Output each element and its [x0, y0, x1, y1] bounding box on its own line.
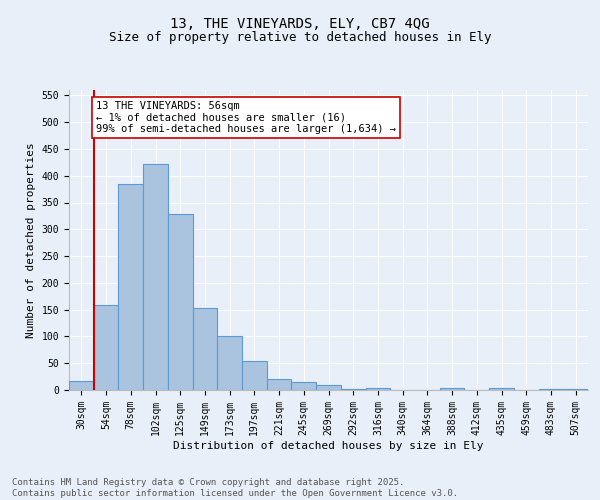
Y-axis label: Number of detached properties: Number of detached properties — [26, 142, 36, 338]
Text: Contains HM Land Registry data © Crown copyright and database right 2025.
Contai: Contains HM Land Registry data © Crown c… — [12, 478, 458, 498]
Bar — [242, 360, 267, 390]
Bar — [193, 308, 217, 390]
Text: 13 THE VINEYARDS: 56sqm
← 1% of detached houses are smaller (16)
99% of semi-det: 13 THE VINEYARDS: 56sqm ← 1% of detached… — [96, 100, 396, 134]
X-axis label: Distribution of detached houses by size in Ely: Distribution of detached houses by size … — [173, 440, 484, 450]
Bar — [341, 389, 365, 390]
Bar — [69, 382, 94, 390]
Bar — [563, 389, 588, 390]
Bar — [217, 336, 242, 390]
Bar — [267, 380, 292, 390]
Bar — [168, 214, 193, 390]
Bar — [440, 388, 464, 390]
Bar — [94, 306, 118, 390]
Bar — [292, 382, 316, 390]
Bar — [118, 184, 143, 390]
Bar — [539, 389, 563, 390]
Text: 13, THE VINEYARDS, ELY, CB7 4QG: 13, THE VINEYARDS, ELY, CB7 4QG — [170, 18, 430, 32]
Bar — [316, 385, 341, 390]
Text: Size of property relative to detached houses in Ely: Size of property relative to detached ho… — [109, 31, 491, 44]
Bar — [143, 164, 168, 390]
Bar — [489, 388, 514, 390]
Bar — [365, 388, 390, 390]
